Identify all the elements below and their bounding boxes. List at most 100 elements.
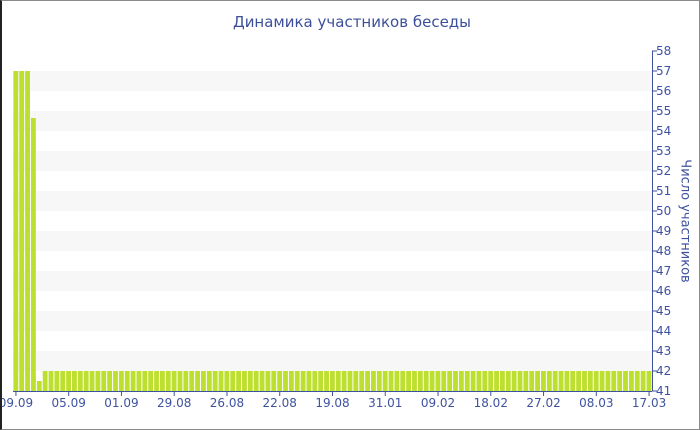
bar bbox=[441, 371, 447, 391]
grid-band bbox=[13, 231, 652, 251]
bar bbox=[447, 371, 453, 391]
bar bbox=[329, 371, 335, 391]
x-tick-label: 17.03 bbox=[632, 396, 666, 410]
bar bbox=[77, 371, 83, 391]
bar bbox=[488, 371, 494, 391]
bar bbox=[634, 371, 640, 391]
bar bbox=[36, 381, 42, 391]
bar bbox=[154, 371, 159, 391]
bar bbox=[83, 371, 89, 391]
y-tick-label: 46 bbox=[656, 284, 671, 298]
bar bbox=[576, 371, 582, 391]
y-tick-label: 55 bbox=[656, 104, 671, 118]
bar bbox=[107, 371, 113, 391]
bar bbox=[412, 371, 417, 391]
bar bbox=[89, 371, 95, 391]
bar bbox=[324, 371, 329, 391]
bar bbox=[429, 371, 435, 391]
bar bbox=[206, 371, 212, 391]
y-tick-label: 49 bbox=[656, 224, 671, 238]
bar bbox=[212, 371, 218, 391]
bar bbox=[359, 371, 365, 391]
x-tick-label: 31.01 bbox=[368, 396, 402, 410]
y-tick-label: 52 bbox=[656, 164, 671, 178]
bar bbox=[136, 371, 142, 391]
bar bbox=[564, 371, 570, 391]
grid-band bbox=[13, 271, 652, 291]
bar bbox=[60, 371, 66, 391]
bar bbox=[253, 371, 259, 391]
y-tick-label: 50 bbox=[656, 204, 671, 218]
bar bbox=[476, 371, 482, 391]
bar bbox=[118, 371, 124, 391]
y-tick-label: 47 bbox=[656, 264, 671, 278]
bar bbox=[552, 371, 558, 391]
bar bbox=[453, 371, 458, 391]
x-tick-label: 18.02 bbox=[474, 396, 508, 410]
bar bbox=[458, 371, 464, 391]
bar bbox=[529, 371, 535, 391]
bar bbox=[353, 371, 359, 391]
bar bbox=[494, 371, 499, 391]
bar bbox=[195, 371, 200, 391]
grid-band bbox=[13, 71, 652, 91]
grid-band bbox=[13, 311, 652, 331]
y-tick-label: 42 bbox=[656, 364, 671, 378]
bar bbox=[171, 371, 177, 391]
bar bbox=[605, 371, 611, 391]
x-tick-label: 08.03 bbox=[579, 396, 613, 410]
bar bbox=[365, 371, 370, 391]
bar bbox=[623, 371, 628, 391]
bar bbox=[265, 371, 271, 391]
bar bbox=[394, 371, 400, 391]
x-tick-label: 19.08 bbox=[315, 396, 349, 410]
y-tick-label: 53 bbox=[656, 144, 671, 158]
bar bbox=[201, 371, 206, 391]
bar bbox=[628, 371, 634, 391]
bar bbox=[230, 371, 236, 391]
x-tick-label: 05.09 bbox=[52, 396, 86, 410]
bar bbox=[423, 371, 429, 391]
x-tick-label: 27.02 bbox=[526, 396, 560, 410]
bar bbox=[505, 371, 511, 391]
bar bbox=[376, 371, 382, 391]
bar bbox=[558, 371, 564, 391]
bar bbox=[511, 371, 517, 391]
bar bbox=[142, 371, 148, 391]
bar bbox=[218, 371, 224, 391]
bar bbox=[259, 371, 265, 391]
grid-band bbox=[13, 351, 652, 371]
bar bbox=[599, 371, 605, 391]
y-tick-label: 43 bbox=[656, 344, 671, 358]
bar bbox=[148, 371, 154, 391]
bar bbox=[224, 371, 230, 391]
y-tick-label: 51 bbox=[656, 184, 671, 198]
bar bbox=[646, 371, 652, 391]
x-tick-label: 09.02 bbox=[421, 396, 455, 410]
y-tick-label: 44 bbox=[656, 324, 671, 338]
bar bbox=[159, 371, 165, 391]
grid-band bbox=[13, 151, 652, 171]
bar bbox=[382, 371, 388, 391]
x-tick-label: 29.08 bbox=[157, 396, 191, 410]
bar bbox=[271, 371, 277, 391]
bar bbox=[617, 371, 623, 391]
y-tick-label: 58 bbox=[656, 44, 671, 58]
bar bbox=[54, 371, 60, 391]
bar bbox=[417, 371, 423, 391]
bar bbox=[347, 371, 353, 391]
bar bbox=[482, 371, 488, 391]
bar bbox=[582, 371, 587, 391]
bar bbox=[464, 371, 470, 391]
y-tick-label: 48 bbox=[656, 244, 671, 258]
bar bbox=[318, 371, 324, 391]
bar bbox=[13, 71, 19, 391]
bar bbox=[341, 371, 347, 391]
bar bbox=[541, 371, 546, 391]
bar bbox=[306, 371, 312, 391]
bar bbox=[183, 371, 189, 391]
bar bbox=[283, 371, 288, 391]
x-tick-label: 09.09 bbox=[2, 396, 33, 410]
